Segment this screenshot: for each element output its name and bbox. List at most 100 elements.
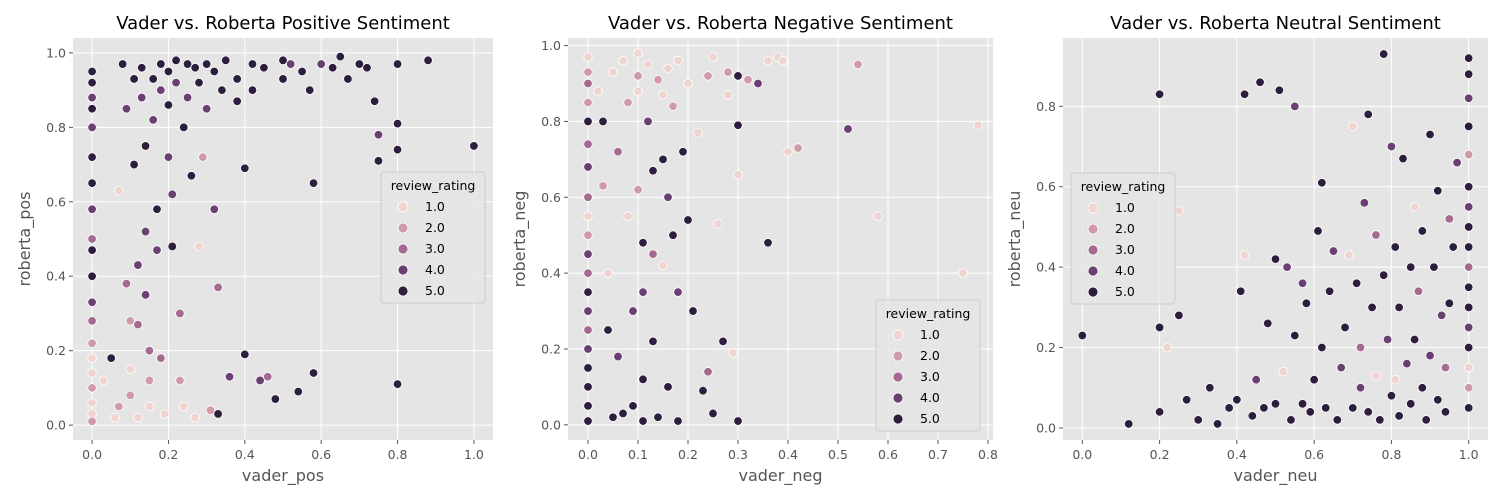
legend-entry: 5.0 <box>920 411 940 426</box>
scatter-point <box>247 85 258 95</box>
legend-marker <box>397 264 409 276</box>
scatter-point <box>392 118 403 129</box>
legend-marker <box>892 350 904 362</box>
chart-title: Vader vs. Roberta Positive Sentiment <box>116 13 450 34</box>
scatter-point <box>698 385 708 396</box>
scatter-point <box>354 59 365 69</box>
scatter-point <box>618 408 628 419</box>
y-tick-label: 0.4 <box>46 269 66 284</box>
scatter-point <box>1463 383 1474 393</box>
scatter-point <box>583 363 593 373</box>
scatter-point <box>125 316 135 326</box>
chart-panel-2: 0.0 0.1 0.2 0.3 0.4 0.5 0.6 0.7 0.8 0.0 0.2 0.4 0.6 0… <box>510 13 998 486</box>
scatter-point <box>205 405 216 415</box>
scatter-point <box>1259 403 1269 413</box>
scatter-point <box>87 398 97 408</box>
scatter-point <box>1406 262 1416 272</box>
scatter-point <box>175 375 185 386</box>
scatter-point <box>583 344 593 354</box>
scatter-point <box>87 122 97 133</box>
scatter-point <box>87 152 97 162</box>
scatter-point <box>733 120 743 130</box>
scatter-point <box>583 382 593 392</box>
legend-entry: 3.0 <box>1115 242 1135 257</box>
scatter-point <box>1402 358 1412 369</box>
scatter-point <box>373 130 384 140</box>
legend-marker <box>397 243 409 255</box>
scatter-point <box>733 71 743 81</box>
y-tick-label: 1.0 <box>46 45 66 60</box>
legend-marker <box>892 392 904 404</box>
scatter-point <box>1367 302 1377 313</box>
scatter-point <box>973 120 983 130</box>
scatter-point <box>87 316 97 326</box>
scatter-point <box>583 211 593 221</box>
scatter-point <box>1181 395 1192 405</box>
scatter-point <box>156 59 166 69</box>
scatter-point <box>1413 286 1424 296</box>
scatter-point <box>1452 157 1462 168</box>
scatter-point <box>179 401 189 412</box>
scatter-point <box>603 268 613 278</box>
scatter-point <box>1409 202 1420 212</box>
scatter-point <box>87 368 97 378</box>
scatter-point <box>638 287 648 297</box>
scatter-point <box>713 219 723 229</box>
scatter-point <box>1363 407 1373 417</box>
scatter-point <box>583 52 593 62</box>
scatter-point <box>133 319 143 330</box>
x-tick-label: 0.6 <box>878 447 898 462</box>
scatter-point <box>1290 101 1300 112</box>
scatter-point <box>638 238 648 248</box>
x-tick-label: 0.6 <box>311 447 331 462</box>
scatter-point <box>648 249 658 259</box>
scatter-point <box>159 409 170 419</box>
scatter-point <box>1463 342 1474 353</box>
scatter-point <box>728 348 738 358</box>
scatter-point <box>1297 278 1308 288</box>
scatter-point <box>163 100 174 110</box>
scatter-point <box>658 154 668 165</box>
y-tick-label: 0.0 <box>541 417 561 432</box>
scatter-point <box>1463 362 1474 373</box>
scatter-point <box>1386 391 1397 401</box>
scatter-point <box>182 59 193 69</box>
x-axis-label: vader_neg <box>739 466 823 486</box>
scatter-point <box>1348 121 1358 132</box>
scatter-point <box>144 401 155 412</box>
scatter-point <box>663 63 673 74</box>
scatter-point <box>182 92 193 103</box>
scatter-point <box>703 71 713 81</box>
scatter-point <box>209 204 219 214</box>
scatter-point <box>194 77 204 88</box>
scatter-point <box>583 306 593 316</box>
scatter-point <box>293 386 303 397</box>
y-tick-label: 0.6 <box>1036 179 1056 194</box>
scatter-point <box>110 412 120 423</box>
scatter-point <box>1123 419 1134 429</box>
scatter-point <box>121 104 132 114</box>
scatter-point <box>618 56 628 66</box>
x-tick-label: 0.0 <box>82 447 102 462</box>
scatter-point <box>87 92 97 103</box>
scatter-point <box>783 147 793 157</box>
scatter-point <box>583 287 593 297</box>
x-axis-label: vader_pos <box>242 466 324 486</box>
scatter-point <box>129 74 139 84</box>
scatter-point <box>1448 242 1458 252</box>
scatter-point <box>708 52 718 62</box>
scatter-point <box>1429 262 1439 272</box>
scatter-point <box>653 412 663 422</box>
scatter-point <box>1390 242 1400 252</box>
scatter-point <box>733 416 743 426</box>
legend-marker <box>397 201 409 213</box>
scatter-point <box>1232 395 1242 405</box>
scatter-point <box>201 59 212 69</box>
scatter-point <box>1463 282 1474 292</box>
legend-marker <box>1087 223 1099 235</box>
scatter-point <box>583 416 593 426</box>
scatter-point <box>1270 254 1281 264</box>
legend-entry: 4.0 <box>425 262 445 277</box>
scatter-point <box>1239 250 1250 260</box>
scatter-point <box>1290 330 1300 341</box>
